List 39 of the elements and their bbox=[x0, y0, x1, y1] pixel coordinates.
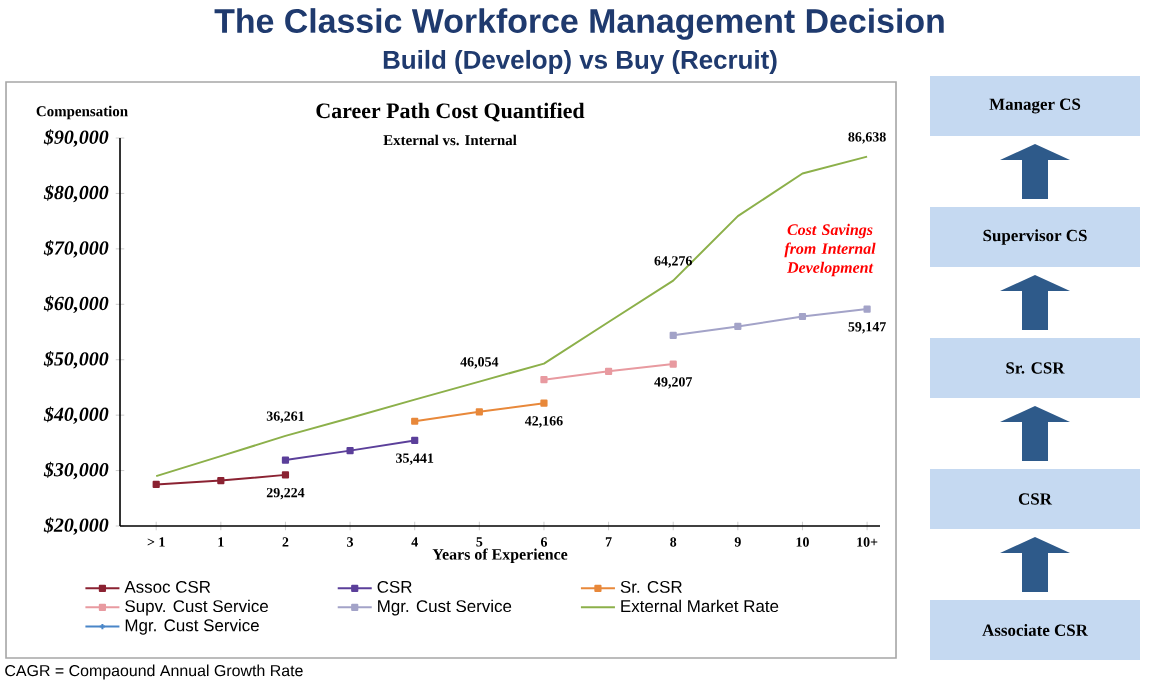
point bbox=[411, 436, 419, 445]
y-tick-label: $90,000 bbox=[43, 129, 109, 147]
legend-label: Mgr. Cust Service bbox=[378, 599, 512, 616]
legend-label: External Market Rate bbox=[621, 599, 779, 613]
point bbox=[411, 417, 419, 425]
point bbox=[798, 312, 807, 321]
point bbox=[281, 471, 290, 479]
y-tick-label: $20,000 bbox=[43, 517, 109, 535]
text: Associate CSR bbox=[982, 624, 1089, 636]
text: CSR bbox=[1018, 493, 1053, 505]
point bbox=[540, 399, 548, 407]
point bbox=[863, 305, 871, 313]
chart-subtitle: Build (Develop) vs Buy (Recruit) bbox=[383, 49, 777, 75]
point bbox=[281, 456, 290, 464]
legend-label: CSR bbox=[377, 580, 412, 593]
legend-label: Sr. CSR bbox=[620, 580, 682, 593]
legend-label: Assoc CSR bbox=[124, 580, 211, 593]
legend-label: Supv. Cust Service bbox=[125, 599, 268, 616]
point bbox=[540, 376, 548, 384]
point bbox=[669, 360, 677, 368]
point bbox=[217, 476, 225, 485]
point bbox=[669, 331, 677, 339]
y-tick-label: $60,000 bbox=[43, 295, 109, 314]
point bbox=[475, 408, 483, 416]
y-tick-label: $70,000 bbox=[43, 240, 109, 258]
text: Manager CS bbox=[989, 98, 1081, 114]
chart-title: The Classic Workforce Management Decision bbox=[214, 8, 944, 40]
point bbox=[604, 367, 613, 375]
text: Supervisor CS bbox=[983, 229, 1087, 245]
point bbox=[734, 322, 742, 331]
y-tick-label: $50,000 bbox=[43, 350, 109, 369]
text: Career Path Cost Quantified bbox=[316, 102, 585, 122]
point bbox=[346, 447, 354, 455]
y-tick-label: $80,000 bbox=[43, 184, 109, 203]
y-tick-label: $30,000 bbox=[43, 461, 109, 480]
text: Sr. CSR bbox=[1006, 362, 1065, 374]
y-tick-label: $40,000 bbox=[43, 406, 109, 424]
legend-label: Mgr. Cust Service bbox=[125, 618, 259, 635]
point bbox=[152, 480, 160, 489]
